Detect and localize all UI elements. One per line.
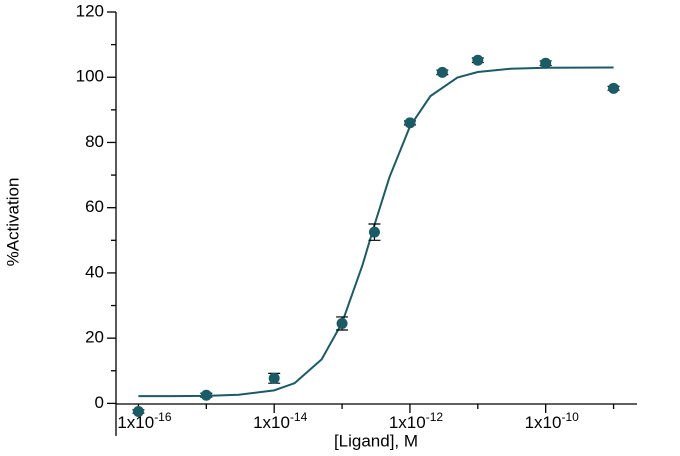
data-point	[436, 66, 448, 78]
x-tick-label-base: 1x10	[253, 413, 290, 432]
data-point	[200, 389, 212, 401]
data-point	[404, 117, 416, 129]
x-tick-label-exponent: -14	[290, 410, 308, 424]
y-tick-label: 40	[85, 262, 104, 281]
x-tick-label-base: 1x10	[389, 413, 426, 432]
x-tick-label: 1x10-12	[389, 410, 444, 432]
y-tick-label: 100	[76, 67, 104, 86]
x-tick-label-exponent: -10	[561, 410, 579, 424]
y-tick-label: 20	[85, 328, 104, 347]
data-point	[608, 82, 620, 94]
data-point	[368, 226, 380, 238]
data-point	[268, 372, 280, 384]
x-tick-label: 1x10-14	[253, 410, 308, 432]
data-point	[472, 54, 484, 66]
data-point	[336, 317, 348, 329]
y-tick-label: 80	[85, 132, 104, 151]
x-axis-title: [Ligand], M	[334, 431, 418, 450]
x-tick-label-base: 1x10	[117, 413, 154, 432]
x-tick-label-exponent: -12	[426, 410, 444, 424]
y-tick-label: 120	[76, 1, 104, 20]
x-tick-label-exponent: -16	[154, 410, 172, 424]
x-tick-label: 1x10-16	[117, 410, 172, 432]
data-point	[540, 57, 552, 69]
fit-curve	[138, 66, 614, 398]
x-tick-label-base: 1x10	[525, 413, 562, 432]
x-tick-label: 1x10-10	[525, 410, 580, 432]
data-point	[132, 406, 144, 418]
y-tick-label: 60	[85, 197, 104, 216]
y-tick-label: 0	[95, 393, 104, 412]
y-axis-title: %Activation	[3, 178, 22, 267]
